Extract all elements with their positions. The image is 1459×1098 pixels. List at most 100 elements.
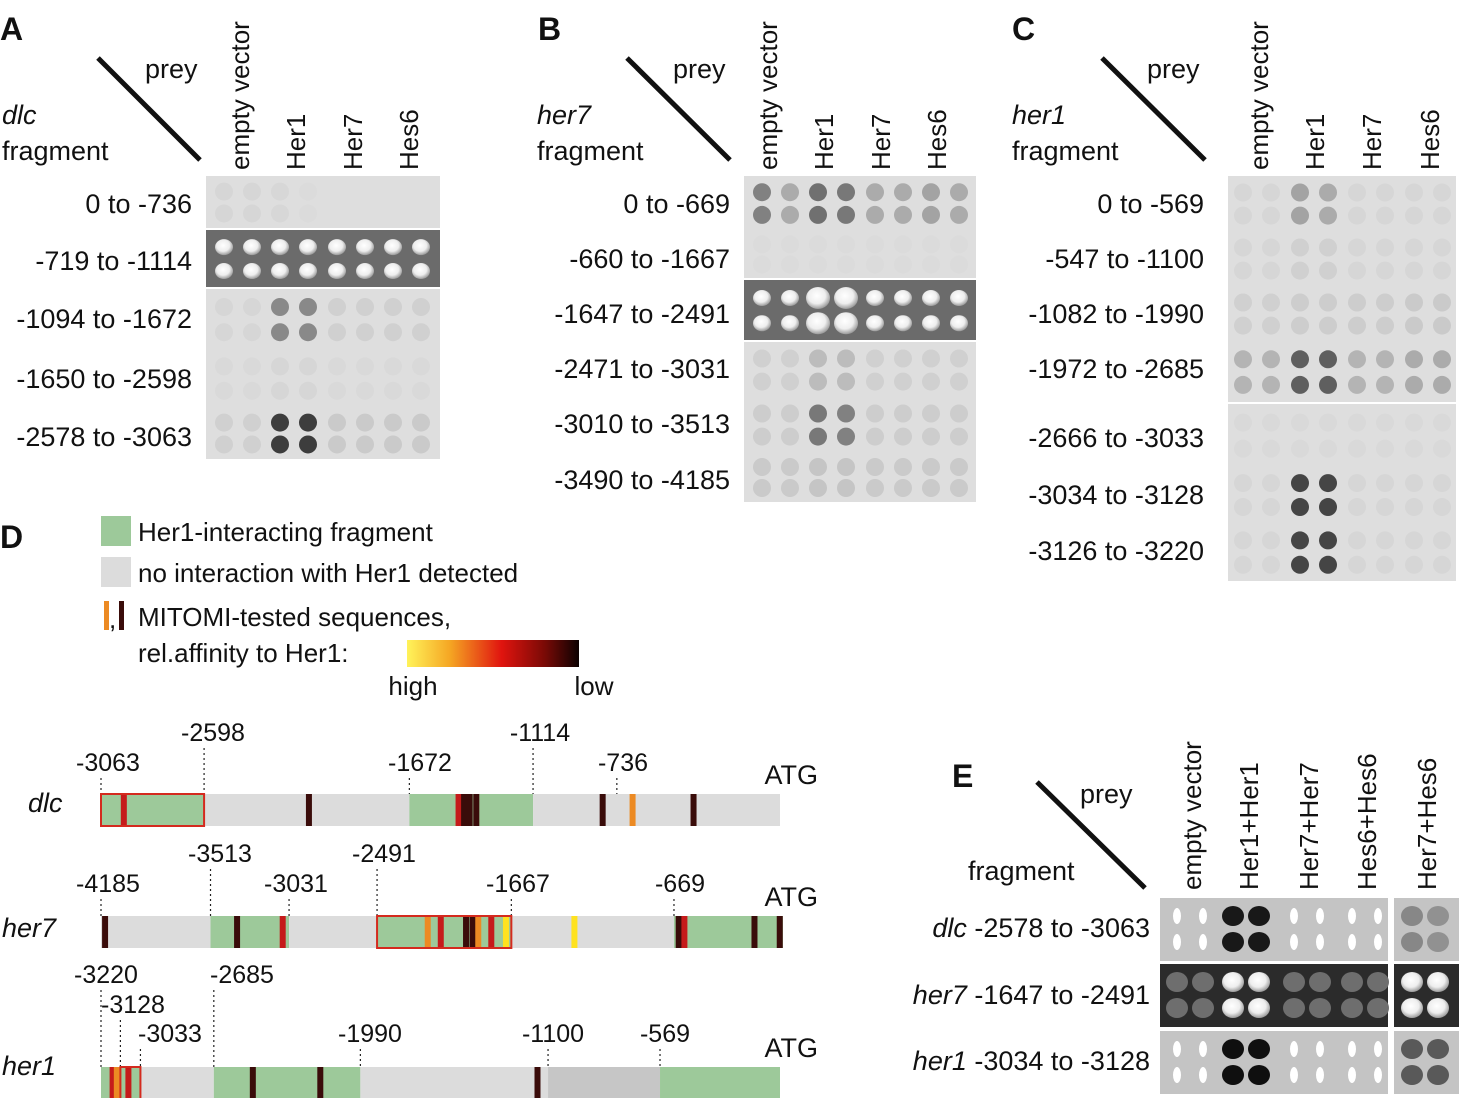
promoter-segment [360, 1067, 549, 1098]
blot-dot [950, 404, 968, 423]
mitomi-mark [675, 916, 682, 948]
blot-dot [328, 381, 346, 400]
blot-dot [1192, 998, 1214, 1018]
blot-dot [1405, 350, 1423, 369]
blot-dot [215, 182, 233, 201]
panel-c-row-label: -1972 to -2685 [1028, 354, 1204, 384]
position-label: -1114 [510, 719, 570, 747]
blot-dot [384, 357, 402, 376]
legend-green-swatch [101, 516, 131, 546]
panel-b-gene: her7 [537, 100, 592, 130]
panel-a-row-label: -1650 to -2598 [16, 364, 192, 394]
blot-dot [243, 357, 261, 376]
blot-dot [1262, 555, 1280, 574]
blot-dot [1291, 293, 1309, 312]
blot-strip [744, 342, 976, 397]
blot-dot [950, 349, 968, 368]
blot-dot [215, 323, 233, 342]
gene-name-dlc: dlc [28, 788, 63, 818]
promoter-segment [660, 1067, 780, 1098]
blot-dot [356, 435, 374, 454]
blot-dot [866, 349, 884, 368]
blot-dot [1405, 413, 1423, 432]
blot-dot [1248, 998, 1270, 1018]
blot-dot [271, 323, 289, 342]
tested-fragment-box [376, 915, 513, 949]
blot-dot [1222, 998, 1244, 1018]
blot-dot [922, 205, 940, 224]
blot-strip [1228, 231, 1456, 286]
blot-dot [328, 298, 346, 316]
blot-dot [1401, 906, 1423, 926]
blot-dot [1234, 261, 1252, 280]
blot-dot [299, 435, 317, 454]
blot-dot [837, 183, 855, 202]
panel-b-col-her7: Her7 [866, 114, 896, 170]
blot-dot [837, 479, 855, 497]
blot-dot [384, 204, 402, 223]
blot-dot [922, 458, 940, 476]
panel-a-col-her7: Her7 [338, 114, 368, 170]
blot-dot [1290, 1041, 1298, 1057]
panel-b-diagonal [625, 56, 732, 162]
blot-dot [1376, 350, 1394, 369]
promoter-segment [210, 916, 290, 948]
panel-b-col-hes6: Hes6 [922, 109, 952, 170]
mitomi-mark [317, 1067, 324, 1098]
blot-dot [299, 182, 317, 201]
blot-dot [1401, 1065, 1423, 1085]
blot-dot [809, 479, 827, 497]
blot-dot [753, 479, 771, 497]
blot-dot [1319, 498, 1337, 517]
blot-dot [1348, 413, 1366, 432]
blot-dot [1291, 350, 1309, 369]
blot-dot [837, 255, 855, 274]
blot-dot [781, 255, 799, 274]
blot-dot [1401, 932, 1423, 952]
blot-dot [894, 315, 912, 332]
blot-dot [412, 182, 430, 201]
blot-dot [328, 435, 346, 454]
blot-dot [922, 404, 940, 423]
panel-c-col-her1: Her1 [1300, 114, 1330, 170]
panel-c-col-her7: Her7 [1357, 114, 1387, 170]
blot-dot [837, 372, 855, 391]
blot-dot [1291, 531, 1309, 550]
panel-e-diagonal [1035, 780, 1147, 890]
blot-dot [894, 255, 912, 274]
blot-dot [271, 357, 289, 376]
blot-dot [356, 381, 374, 400]
panel-a-prey: prey [145, 54, 198, 84]
blot-dot [1376, 316, 1394, 335]
blot-dot [271, 204, 289, 223]
blot-dot [753, 372, 771, 391]
blot-dot [922, 349, 940, 368]
panel-a-row-label: -719 to -1114 [35, 246, 192, 276]
blot-dot [1234, 555, 1252, 574]
blot-dot [1309, 998, 1331, 1018]
panel-b-label: B [538, 11, 561, 47]
position-label: -2598 [181, 719, 245, 747]
panel-e-col-empty-vector: empty vector [1177, 741, 1207, 890]
blot-dot [215, 435, 233, 454]
blot-dot [1291, 474, 1309, 493]
panel-b-row-label: -3490 to -4185 [554, 465, 730, 495]
blot-dot [384, 239, 402, 256]
blot-dot [412, 204, 430, 223]
blot-dot [271, 239, 289, 256]
blot-dot [806, 312, 830, 335]
blot-dot [950, 183, 968, 202]
promoter-segment [101, 794, 205, 826]
mitomi-mark [629, 794, 636, 826]
blot-dot [1376, 498, 1394, 517]
panel-e-blot [1160, 898, 1459, 1094]
legend-gray-text: no interaction with Her1 detected [138, 558, 518, 588]
mitomi-mark [488, 916, 495, 948]
blot-dot [1319, 183, 1337, 202]
mitomi-mark [751, 916, 758, 948]
blot-dot [215, 413, 233, 432]
blot-dot [1348, 316, 1366, 335]
panel-e-row-label: her1 -3034 to -3128 [913, 1046, 1150, 1076]
mitomi-mark [466, 794, 473, 826]
blot-dot [1234, 375, 1252, 394]
